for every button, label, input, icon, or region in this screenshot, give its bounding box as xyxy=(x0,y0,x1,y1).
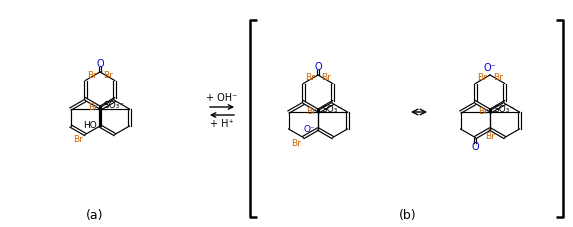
Text: + OH⁻: + OH⁻ xyxy=(206,93,238,103)
Text: SO₃⁻: SO₃⁻ xyxy=(321,104,342,114)
Text: + H⁺: + H⁺ xyxy=(210,119,234,129)
Text: Br: Br xyxy=(493,74,503,82)
Text: O: O xyxy=(472,141,479,151)
Text: Br: Br xyxy=(478,106,488,116)
Text: O⁻: O⁻ xyxy=(303,124,315,133)
Text: SO₃⁻: SO₃⁻ xyxy=(493,104,514,114)
Text: O: O xyxy=(314,62,322,72)
Text: Br: Br xyxy=(73,136,83,145)
Text: Br: Br xyxy=(103,71,113,79)
Text: O⁻: O⁻ xyxy=(484,63,496,73)
Text: Br: Br xyxy=(485,132,495,141)
Text: (a): (a) xyxy=(87,210,104,222)
Text: Br: Br xyxy=(88,104,98,113)
Text: HO: HO xyxy=(83,121,97,131)
Text: Br: Br xyxy=(87,71,97,79)
Text: SO₃⁻: SO₃⁻ xyxy=(103,101,124,111)
Text: O: O xyxy=(96,59,104,69)
Text: (b): (b) xyxy=(399,210,417,222)
Text: Br: Br xyxy=(477,74,487,82)
Text: Br: Br xyxy=(306,106,316,116)
Text: Br: Br xyxy=(292,138,301,148)
Text: Br: Br xyxy=(305,74,315,82)
Text: Br: Br xyxy=(321,74,331,82)
